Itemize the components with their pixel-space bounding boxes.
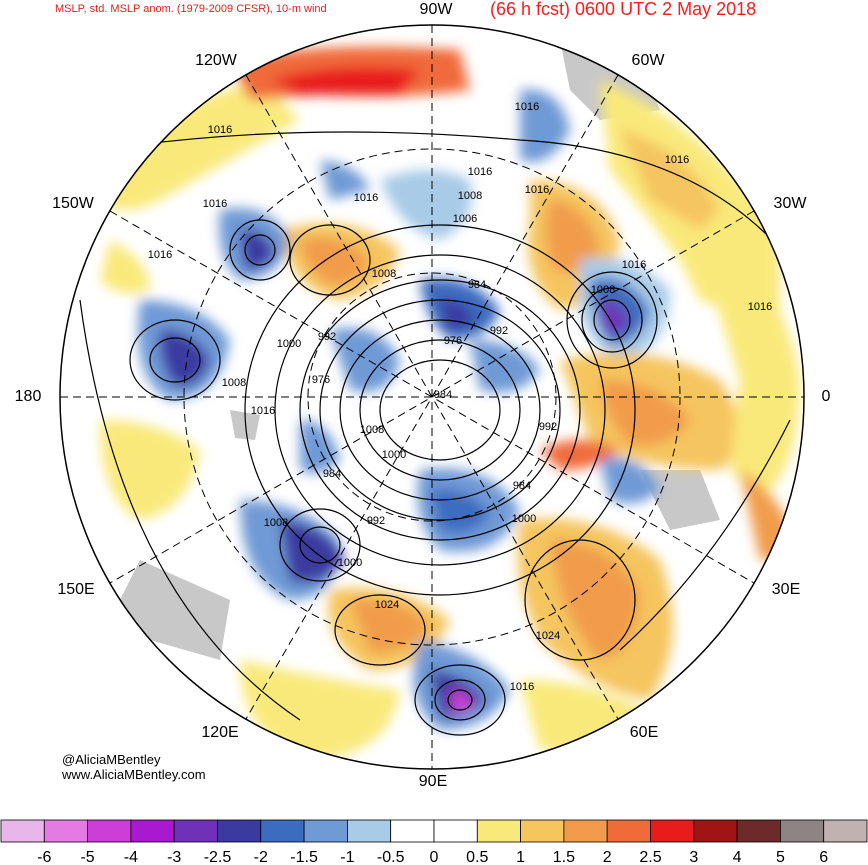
legend-tick-label: 4 [733, 849, 742, 865]
isobar-label: 1016 [515, 101, 539, 113]
legend-color-box [217, 819, 262, 843]
isobar-label: 1008 [360, 424, 384, 436]
legend-tick-label: -2.5 [204, 849, 232, 865]
lon-label-60w: 60W [631, 52, 665, 69]
forecast-time: (66 h fcst) 0600 UTC 2 May 2018 [490, 0, 757, 19]
legend-color-box [0, 819, 45, 843]
isobar-label: 1016 [208, 124, 232, 136]
isobar-label: 1016 [622, 259, 646, 271]
lon-label-150e: 150E [57, 581, 95, 598]
legend-color-box [87, 819, 132, 843]
isobar-label: 1016 [251, 405, 275, 417]
isobar-label: 1000 [338, 557, 362, 569]
isobar-label: 1000 [382, 449, 406, 461]
legend-color-box [433, 819, 478, 843]
isobar-label: 1016 [203, 198, 227, 210]
isobar-label: 976 [312, 374, 330, 386]
isobar-label: 992 [367, 515, 385, 527]
isobar-label: 1016 [525, 184, 549, 196]
isobar-label: 1016 [468, 166, 492, 178]
legend-tick-label: -4 [124, 849, 138, 865]
legend-tick-label: 5 [776, 849, 785, 865]
isobar-label: 992 [490, 325, 508, 337]
legend-color-box [780, 819, 825, 843]
isobar-label: 1024 [375, 599, 399, 611]
isobar-label: 1008 [222, 377, 246, 389]
isobar-label: 984 [468, 279, 486, 291]
legend-tick-label: 0 [430, 849, 439, 865]
legend-color-box [476, 819, 521, 843]
isobar-label: 1000 [512, 513, 536, 525]
map-border [59, 24, 805, 770]
legend-color-box [346, 819, 392, 843]
isobar-label: 976 [444, 335, 462, 347]
credit-handle: @AliciaMBentley [62, 752, 161, 767]
isobar-label: 1016 [665, 154, 689, 166]
legend-color-box [823, 819, 868, 843]
isobar-label: 1008 [458, 190, 482, 202]
isobar-label: 992 [318, 331, 336, 343]
lon-label-30w: 30W [773, 195, 807, 212]
legend-tick-label: 3 [689, 849, 698, 865]
lon-label-120e: 120E [201, 724, 239, 741]
isobar-label: 1008 [264, 517, 288, 529]
anomaly-shading [100, 46, 800, 760]
legend-color-box [130, 819, 175, 843]
legend-color-box [606, 819, 651, 843]
lon-label-150w: 150W [52, 195, 94, 212]
legend-color-box [173, 819, 218, 843]
isobar-label: 1016 [354, 192, 378, 204]
legend-color-box [650, 819, 695, 843]
legend-color-box [303, 819, 348, 843]
isobar-labels: 1016 1016 1016 1016 1016 1016 1016 1016 … [148, 101, 772, 693]
legend-color-box [520, 819, 565, 843]
legend-color-box [736, 819, 781, 843]
isobar-label: 1000 [277, 338, 301, 350]
lon-label-90e: 90E [418, 773, 448, 790]
isobar-label: 1008 [372, 268, 396, 280]
legend-tick-label: -6 [37, 849, 51, 865]
lon-label-120w: 120W [195, 52, 237, 69]
lon-label-180: 180 [14, 388, 42, 405]
legend-tick-label: 1 [516, 849, 525, 865]
lon-label-30e: 30E [771, 581, 801, 598]
legend-tick-label: 0.5 [466, 849, 488, 865]
legend-tick-label: 2.5 [639, 849, 661, 865]
color-legend: -6 -5 -4 -3 -2.5 -2 -1.5 -1 -0.5 0 0.5 1 1.5 2 2.5 3 4 5 6 [0, 819, 868, 865]
isobar-contours [79, 131, 791, 736]
isobar-label: 1016 [148, 249, 172, 261]
polar-map-disk [60, 25, 804, 769]
isobar-label: 1016 [748, 301, 772, 313]
isobar-label: 984 [513, 480, 531, 492]
isobar-label: 1016 [510, 681, 534, 693]
isobar-label: 1006 [453, 213, 477, 225]
legend-tick-label: -1 [340, 849, 354, 865]
isobar-label: 984 [323, 468, 341, 480]
isobar-label: 1008 [591, 284, 615, 296]
legend-tick-label: -2 [254, 849, 268, 865]
isobar-label: 1024 [536, 630, 560, 642]
legend-tick-label: -0.5 [377, 849, 405, 865]
isobar-label: 984 [434, 389, 452, 401]
legend-color-box [390, 819, 435, 843]
legend-tick-label: -1.5 [290, 849, 318, 865]
legend-tick-label: 6 [819, 849, 828, 865]
legend-tick-label: -5 [80, 849, 94, 865]
legend-tick-label: 2 [603, 849, 612, 865]
lon-label-90w: 90W [419, 1, 453, 18]
legend-color-box [693, 819, 738, 843]
legend-color-box [43, 819, 88, 843]
credit-site: www.AliciaMBentley.com [62, 767, 206, 782]
chart-title: MSLP, std. MSLP anom. (1979-2009 CFSR), … [55, 3, 327, 15]
legend-color-box [563, 819, 608, 843]
legend-color-box [260, 819, 305, 843]
isobar-label: 992 [539, 421, 557, 433]
legend-tick-label: -3 [167, 849, 181, 865]
graticule [60, 25, 804, 769]
lon-label-60e: 60E [629, 724, 659, 741]
lon-label-0: 0 [821, 388, 831, 405]
legend-tick-label: 1.5 [553, 849, 575, 865]
